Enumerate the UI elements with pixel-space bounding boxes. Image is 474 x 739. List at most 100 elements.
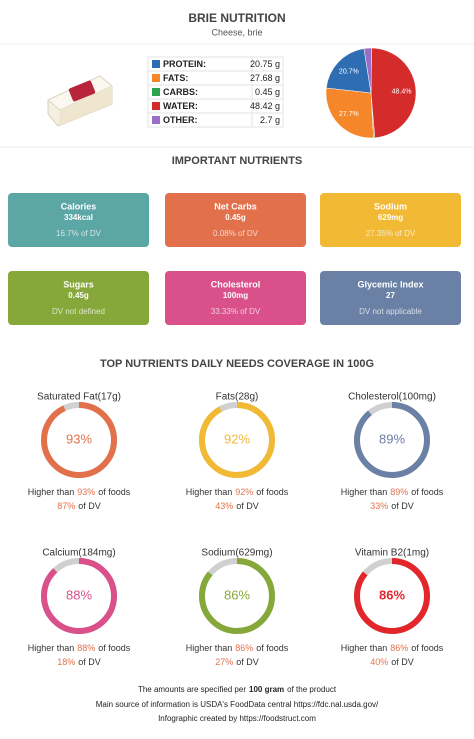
subtitle: Cheese, brie xyxy=(211,27,262,37)
legend-label: WATER: xyxy=(163,101,198,111)
nutrient-card xyxy=(320,271,461,325)
dv-suffix: of DV xyxy=(391,657,414,667)
ring-title: Calcium(184mg) xyxy=(42,548,115,559)
table-row xyxy=(147,112,284,128)
section-title: IMPORTANT NUTRIENTS xyxy=(172,155,303,167)
dv-value: 27% xyxy=(215,657,233,667)
dv-value: 40% xyxy=(370,657,388,667)
rank-value: 86% xyxy=(390,643,408,653)
card-amount: 0.45g xyxy=(68,291,89,300)
rank-prefix: Higher than xyxy=(186,487,233,497)
pie-slice xyxy=(325,87,374,139)
ring-value: 86% xyxy=(224,587,250,602)
nutrient-amount: 27.68 g xyxy=(250,73,280,83)
rank-text: Higher than 92% of foods xyxy=(186,487,289,497)
card-name: Sugars xyxy=(63,279,94,289)
rank-value: 86% xyxy=(235,643,253,653)
legend-swatch xyxy=(152,102,160,110)
ring-value: 92% xyxy=(224,431,250,446)
legend-swatch xyxy=(152,116,160,124)
legend-label: OTHER: xyxy=(163,115,198,125)
rank-text: Higher than 89% of foods xyxy=(341,487,444,497)
dv-suffix: of DV xyxy=(236,501,259,511)
card-dv: 33.33% of DV xyxy=(211,307,261,316)
slice-label: 48.4% xyxy=(392,89,412,96)
dv-suffix: of DV xyxy=(78,657,101,667)
dv-text: 40% of DV xyxy=(370,657,414,667)
footer-text: of the product xyxy=(287,685,337,694)
rank-suffix: of foods xyxy=(98,487,131,497)
dv-text: 27% of DV xyxy=(215,657,259,667)
dv-text: 33% of DV xyxy=(370,501,414,511)
card-dv: DV not defined xyxy=(52,307,105,316)
rank-prefix: Higher than xyxy=(341,643,388,653)
ring-title: Saturated Fat(17g) xyxy=(37,392,121,403)
dv-text: 43% of DV xyxy=(215,501,259,511)
nutrient-amount: 48.42 g xyxy=(250,101,280,111)
nutrient-amount: 20.75 g xyxy=(250,59,280,69)
card-name: Cholesterol xyxy=(211,279,261,289)
dv-value: 87% xyxy=(57,501,75,511)
rank-suffix: of foods xyxy=(256,643,289,653)
title: BRIE NUTRITION xyxy=(188,11,285,25)
ring-value: 86% xyxy=(379,587,405,602)
footer-line: Infographic created by https://foodstruc… xyxy=(158,714,316,723)
rank-prefix: Higher than xyxy=(186,643,233,653)
rank-prefix: Higher than xyxy=(28,643,75,653)
card-amount: 100mg xyxy=(223,291,248,300)
ring-arc xyxy=(41,402,117,478)
card-name: Calories xyxy=(61,201,97,211)
ring-arc xyxy=(199,558,275,634)
card-amount: 629mg xyxy=(378,213,403,222)
nutrient-card xyxy=(165,193,306,247)
rank-text: Higher than 86% of foods xyxy=(186,643,289,653)
nutrient-card xyxy=(320,193,461,247)
rank-value: 93% xyxy=(77,487,95,497)
pie-slice xyxy=(370,47,417,139)
legend-label: FATS: xyxy=(163,73,188,83)
rank-prefix: Higher than xyxy=(28,487,75,497)
rank-text: Higher than 86% of foods xyxy=(341,643,444,653)
ring-arc xyxy=(199,402,275,478)
ring-arc xyxy=(354,558,430,634)
nutrient-card xyxy=(8,193,149,247)
card-dv: 27.35% of DV xyxy=(366,229,416,238)
ring-title: Sodium(629mg) xyxy=(201,548,272,559)
card-dv: DV not applicable xyxy=(359,307,422,316)
nutrient-card xyxy=(8,271,149,325)
card-amount: 0.45g xyxy=(225,213,246,222)
legend-swatch xyxy=(152,60,160,68)
legend-swatch xyxy=(152,74,160,82)
ring-title: Vitamin B2(1mg) xyxy=(355,548,429,559)
dv-suffix: of DV xyxy=(78,501,101,511)
footer-text: The amounts are specified per xyxy=(138,685,246,694)
card-dv: 16.7% of DV xyxy=(56,229,102,238)
rank-value: 89% xyxy=(390,487,408,497)
section-title: TOP NUTRIENTS DAILY NEEDS COVERAGE IN 10… xyxy=(100,358,374,370)
rank-suffix: of foods xyxy=(256,487,289,497)
card-dv: 0.08% of DV xyxy=(213,229,259,238)
card-amount: 334kcal xyxy=(64,213,93,222)
nutrient-amount: 2.7 g xyxy=(260,115,280,125)
ring-value: 89% xyxy=(379,431,405,446)
cheese-image xyxy=(47,75,113,127)
rank-value: 88% xyxy=(77,643,95,653)
pie-slice xyxy=(363,47,372,94)
rank-text: Higher than 93% of foods xyxy=(28,487,131,497)
dv-text: 87% of DV xyxy=(57,501,101,511)
card-amount: 27 xyxy=(386,291,395,300)
ring-value: 93% xyxy=(66,431,92,446)
dv-suffix: of DV xyxy=(391,501,414,511)
pie-slice xyxy=(325,48,372,94)
legend-label: PROTEIN: xyxy=(163,59,206,69)
ring-arc xyxy=(354,402,430,478)
dv-value: 43% xyxy=(215,501,233,511)
nutrient-card xyxy=(165,271,306,325)
slice-label: 20.7% xyxy=(339,69,359,76)
slice-label: 27.7% xyxy=(339,111,359,118)
rank-text: Higher than 88% of foods xyxy=(28,643,131,653)
rank-prefix: Higher than xyxy=(341,487,388,497)
footer-line: Main source of information is USDA's Foo… xyxy=(96,700,379,709)
card-name: Glycemic Index xyxy=(357,279,423,289)
